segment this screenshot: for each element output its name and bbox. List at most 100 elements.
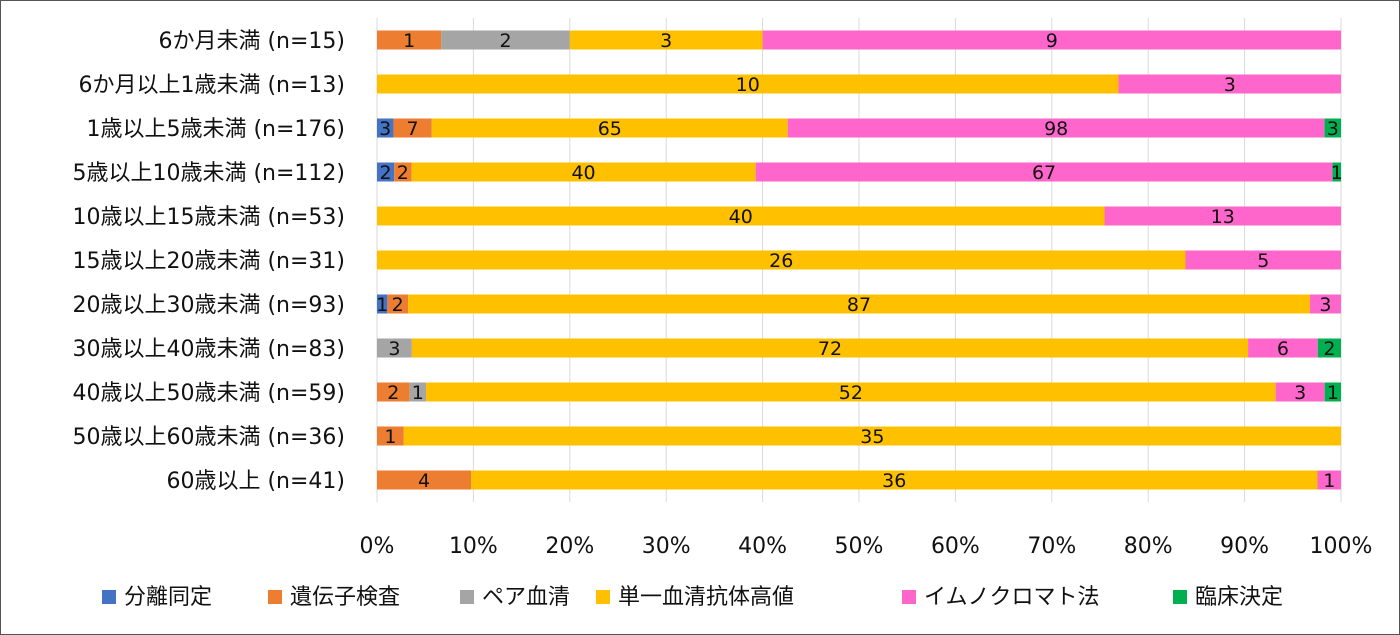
data-label: 2 <box>499 30 511 52</box>
data-label: 6 <box>1277 338 1289 360</box>
category-label: 6か月未満 (n=15) <box>158 29 345 54</box>
bar-segment <box>377 206 1105 226</box>
data-label: 36 <box>882 470 906 492</box>
data-label: 4 <box>418 470 430 492</box>
legend-label: 分離同定 <box>124 585 212 610</box>
data-label: 3 <box>379 118 391 140</box>
legend-swatch <box>102 590 116 604</box>
data-label: 2 <box>380 162 392 184</box>
x-tick-label: 90% <box>1220 534 1269 559</box>
category-label: 50歳以上60歳未満 (n=36) <box>72 425 345 450</box>
x-tick-label: 70% <box>1027 534 1076 559</box>
data-label: 72 <box>818 338 842 360</box>
bar-segment <box>377 74 1119 94</box>
data-label: 1 <box>376 294 388 316</box>
x-tick-label: 50% <box>835 534 884 559</box>
data-label: 5 <box>1257 250 1269 272</box>
category-label: 6か月以上1歳未満 (n=13) <box>78 73 345 98</box>
bar-segment <box>426 382 1276 402</box>
data-label: 1 <box>384 426 396 448</box>
bar-segment <box>409 382 427 402</box>
data-label: 98 <box>1044 118 1068 140</box>
data-label: 52 <box>839 382 863 404</box>
x-tick-label: 40% <box>738 534 787 559</box>
category-label: 10歳以上15歳未満 (n=53) <box>72 205 345 230</box>
data-label: 9 <box>1046 30 1058 52</box>
data-label: 3 <box>1319 294 1331 316</box>
data-label: 1 <box>1331 162 1343 184</box>
legend-swatch <box>596 590 610 604</box>
bar-segment <box>755 162 1333 182</box>
legend-label: 遺伝子検査 <box>290 585 400 610</box>
bar-segment <box>1118 74 1341 94</box>
data-label: 2 <box>397 162 409 184</box>
category-label: 5歳以上10歳未満 (n=112) <box>72 161 345 186</box>
bar-segment <box>377 426 404 446</box>
data-label: 1 <box>1327 382 1339 404</box>
data-label: 87 <box>847 294 871 316</box>
bar-segment <box>411 338 1249 358</box>
data-label: 2 <box>1323 338 1335 360</box>
bar-segment <box>377 338 412 358</box>
data-label: 1 <box>1323 470 1335 492</box>
bar-segment <box>411 162 756 182</box>
bar-segment <box>1275 382 1325 402</box>
bar-segment <box>1324 118 1341 138</box>
data-label: 2 <box>392 294 404 316</box>
data-label: 3 <box>1327 118 1339 140</box>
data-label: 13 <box>1211 206 1235 228</box>
bar-segment <box>1317 470 1341 490</box>
bar-segment <box>377 294 388 314</box>
bar-segment <box>431 118 788 138</box>
bar-segment <box>1309 294 1341 314</box>
legend-swatch <box>1173 590 1187 604</box>
data-label: 1 <box>403 30 415 52</box>
data-label: 10 <box>736 74 760 96</box>
x-tick-label: 0% <box>360 534 395 559</box>
legend-swatch <box>902 590 916 604</box>
bar-segment <box>1248 338 1318 358</box>
data-label: 40 <box>571 162 595 184</box>
bar-segment <box>377 118 394 138</box>
data-label: 7 <box>407 118 419 140</box>
bar-segment <box>394 162 412 182</box>
x-tick-label: 80% <box>1124 534 1173 559</box>
bar-segment <box>787 118 1325 138</box>
bar-segment <box>387 294 409 314</box>
legend-label: 単一血清抗体高値 <box>618 585 794 610</box>
data-label: 65 <box>598 118 622 140</box>
category-label: 30歳以上40歳未満 (n=83) <box>72 337 345 362</box>
data-label: 1 <box>412 382 424 404</box>
data-label: 3 <box>660 30 672 52</box>
category-label: 15歳以上20歳未満 (n=31) <box>72 249 345 274</box>
bar-segment <box>377 250 1186 270</box>
bar-segment <box>408 294 1310 314</box>
bar-segment <box>377 382 410 402</box>
bar-segment <box>1185 250 1341 270</box>
x-tick-label: 60% <box>931 534 980 559</box>
category-label: 60歳以上 (n=41) <box>166 469 345 494</box>
bar-segment <box>1317 338 1341 358</box>
category-label: 40歳以上50歳未満 (n=59) <box>72 381 345 406</box>
bar-segment <box>393 118 432 138</box>
data-label: 35 <box>860 426 884 448</box>
bar-segment <box>569 30 763 50</box>
bar-segment <box>1324 382 1341 402</box>
x-tick-label: 10% <box>449 534 498 559</box>
legend-swatch <box>460 590 474 604</box>
x-tick-label: 30% <box>642 534 691 559</box>
bar-segment <box>1332 162 1341 182</box>
data-label: 67 <box>1032 162 1056 184</box>
bar-segment <box>441 30 570 50</box>
bar-segment <box>377 30 442 50</box>
category-label: 20歳以上30歳未満 (n=93) <box>72 293 345 318</box>
bar-segment <box>403 426 1341 446</box>
bar-segment <box>471 470 1318 490</box>
x-tick-label: 20% <box>545 534 594 559</box>
legend-label: ペア血清 <box>482 585 570 610</box>
legend-label: イムノクロマト法 <box>924 585 1100 610</box>
x-tick-label: 100% <box>1310 534 1373 559</box>
data-label: 3 <box>1224 74 1236 96</box>
data-label: 2 <box>387 382 399 404</box>
